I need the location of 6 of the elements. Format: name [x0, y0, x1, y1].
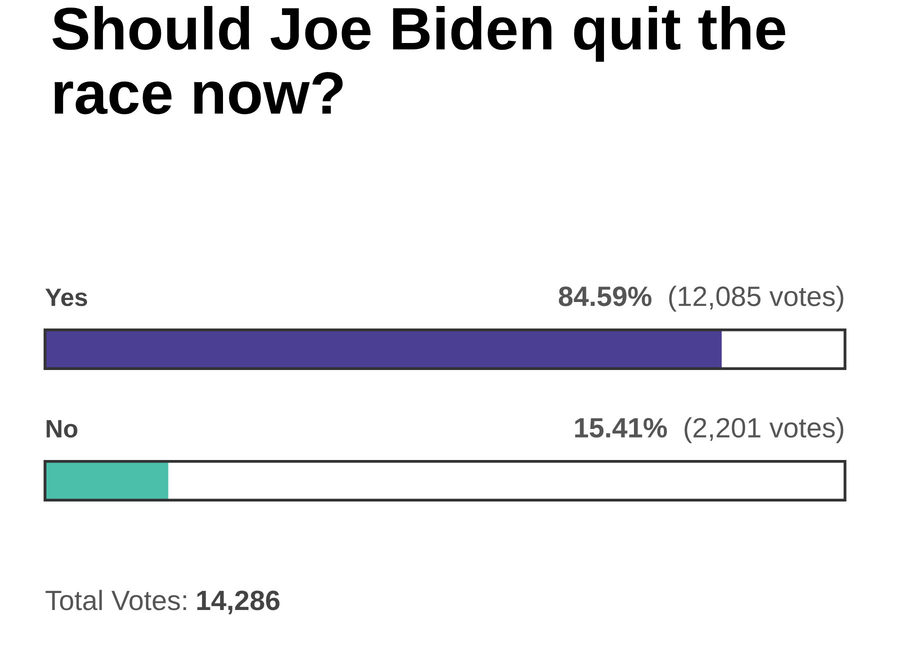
data-label: 15.41% (2,201 votes): [575, 417, 844, 444]
y-tick-label: No: [46, 420, 78, 438]
data-label: 84.59% (12,085 votes): [558, 286, 844, 312]
text: Total Votes: 14,286: [46, 590, 280, 614]
chart-title: Should Joe Biden quit the race now?: [52, 6, 786, 114]
y-tick-label: Yes: [45, 288, 88, 306]
